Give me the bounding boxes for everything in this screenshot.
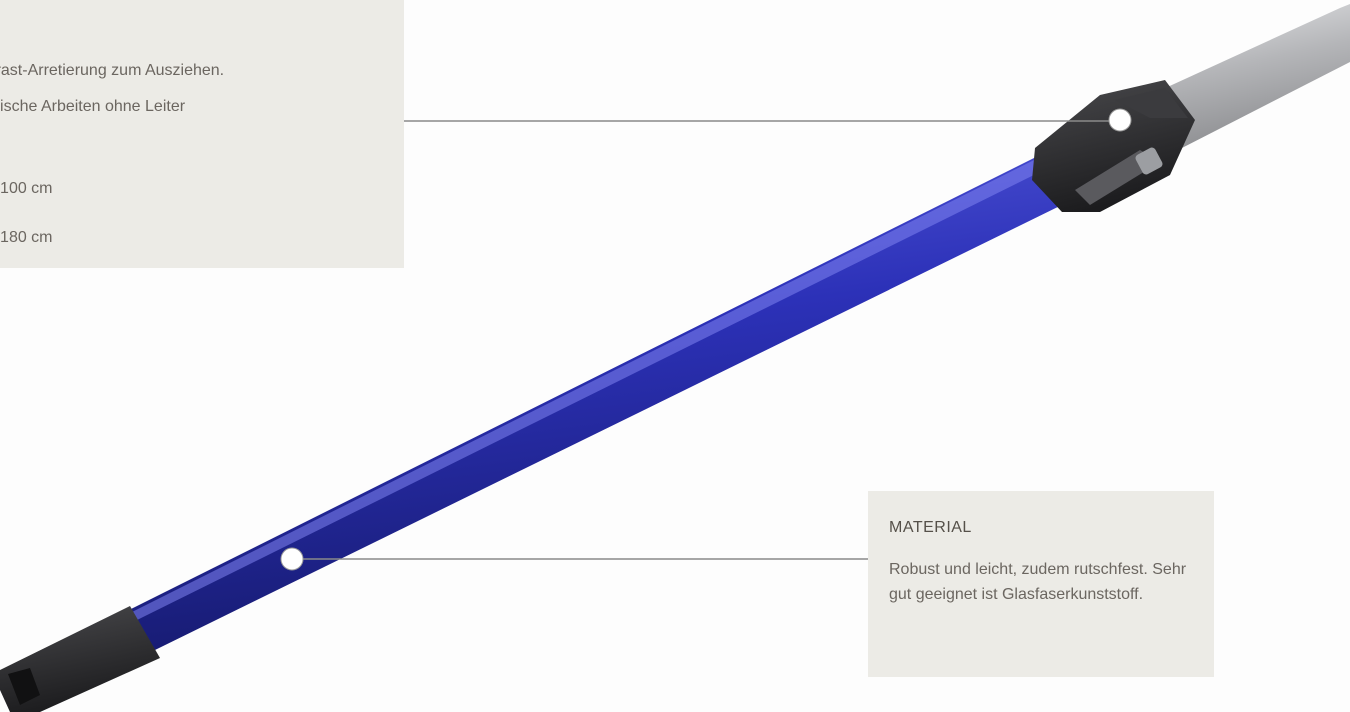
mechanism-line-1: it Einrast-Arretierung zum Ausziehen.	[0, 62, 225, 79]
clamp-connector	[1032, 80, 1195, 212]
mechanism-line-2: onomische Arbeiten ohne Leiter	[0, 98, 186, 115]
mechanism-info-box: E it Einrast-Arretierung zum Ausziehen. …	[0, 0, 404, 268]
material-hotspot-marker	[280, 547, 304, 571]
material-info-box: MATERIAL Robust und leicht, zudem rutsch…	[868, 491, 1214, 677]
silver-tube	[1150, 4, 1350, 150]
material-description: Robust und leicht, zudem rutschfest. Seh…	[889, 561, 1187, 603]
mechanism-line-3: änge 100 cm	[0, 180, 53, 197]
mechanism-line-4: änge 180 cm	[0, 229, 53, 246]
bottom-grip	[0, 606, 160, 712]
mechanism-hotspot-marker	[1108, 108, 1132, 132]
material-title: MATERIAL	[889, 519, 972, 536]
blue-tube-highlight	[128, 153, 1054, 622]
blue-tube	[125, 150, 1072, 650]
